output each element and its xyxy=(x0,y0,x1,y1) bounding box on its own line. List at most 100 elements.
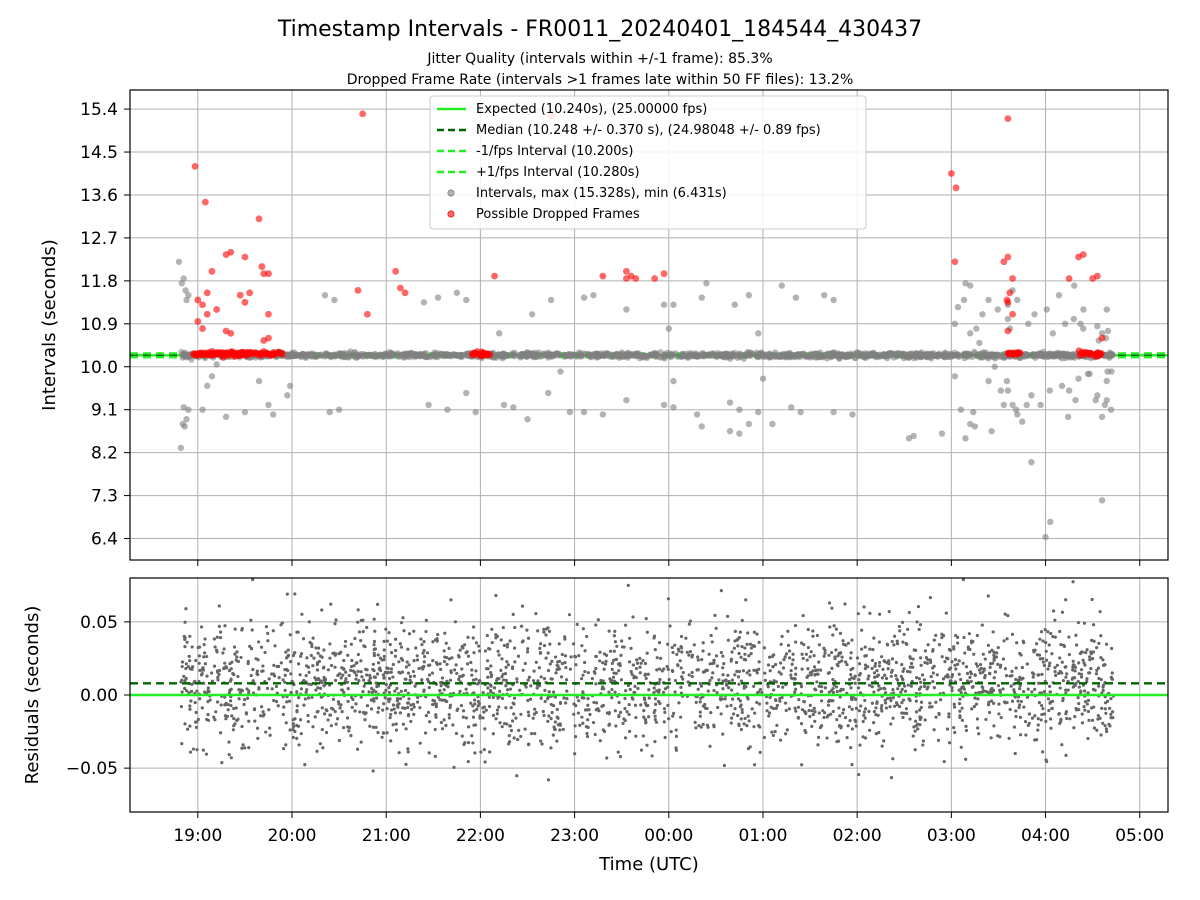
residual-point xyxy=(249,618,253,622)
residual-point xyxy=(996,646,1000,650)
residual-point xyxy=(186,727,190,731)
residual-point xyxy=(736,675,741,679)
residual-point xyxy=(847,705,852,709)
residual-point xyxy=(482,748,486,752)
top-plot-legend: Expected (10.240s), (25.00000 fps) Media… xyxy=(429,95,867,230)
residual-point xyxy=(842,708,846,712)
interval-outlier-point xyxy=(726,427,734,435)
residual-point xyxy=(861,735,865,739)
residual-point xyxy=(412,705,416,709)
residual-point xyxy=(233,652,237,656)
residual-point xyxy=(856,612,860,616)
residual-point xyxy=(1089,650,1093,654)
residual-point xyxy=(409,719,413,724)
residual-point xyxy=(721,673,725,677)
dropped-frame-outlier-point xyxy=(227,329,235,337)
residual-point xyxy=(888,696,892,700)
residual-point xyxy=(392,707,396,711)
residual-point xyxy=(854,697,858,702)
residual-point xyxy=(346,699,350,703)
interval-point xyxy=(988,351,995,359)
residual-point xyxy=(743,716,747,721)
residual-point xyxy=(1092,639,1096,643)
residual-point xyxy=(1003,667,1007,671)
residual-point xyxy=(936,738,941,742)
residual-point xyxy=(896,687,900,691)
residual-point xyxy=(523,661,527,666)
residual-point xyxy=(383,696,387,700)
residual-point xyxy=(745,642,749,646)
residual-point xyxy=(306,665,311,669)
residual-point xyxy=(382,676,386,680)
residual-point xyxy=(968,670,973,674)
residual-point xyxy=(711,671,715,675)
residual-point xyxy=(448,678,453,682)
residual-point xyxy=(1098,716,1102,720)
residual-point xyxy=(847,677,852,682)
residual-point xyxy=(186,665,191,669)
residual-point xyxy=(952,726,956,730)
residual-point xyxy=(470,668,474,672)
residual-point xyxy=(845,736,849,740)
residual-point xyxy=(434,715,438,719)
residual-point xyxy=(762,735,766,740)
residual-point xyxy=(1018,686,1022,691)
residual-point xyxy=(964,665,969,669)
residual-point xyxy=(709,633,713,638)
residual-point xyxy=(1027,712,1032,716)
interval-outlier-point xyxy=(997,387,1005,394)
residual-point xyxy=(1001,657,1005,661)
residual-point xyxy=(372,643,376,647)
residual-point xyxy=(814,668,818,673)
residual-point xyxy=(314,678,318,682)
residual-point xyxy=(358,710,362,714)
residual-point xyxy=(1074,707,1078,711)
residual-point xyxy=(546,668,551,673)
residual-point xyxy=(529,684,533,688)
dropped-frame-point xyxy=(1097,351,1104,359)
residual-point xyxy=(521,639,525,643)
interval-outlier-point xyxy=(1046,387,1053,394)
residual-point xyxy=(210,679,215,683)
residual-point xyxy=(345,716,350,720)
residual-point xyxy=(431,702,435,707)
residual-point xyxy=(217,672,221,677)
residual-point xyxy=(917,677,922,681)
residual-point xyxy=(657,641,662,645)
residual-point xyxy=(230,660,234,664)
residual-point xyxy=(205,654,209,659)
legend-box xyxy=(429,95,867,230)
residual-point xyxy=(586,718,590,722)
residual-point xyxy=(307,670,311,674)
residual-point xyxy=(808,703,812,707)
residual-point xyxy=(902,684,907,688)
residual-point xyxy=(495,712,499,716)
residual-point xyxy=(918,623,923,627)
residual-point xyxy=(1060,743,1064,747)
residual-point xyxy=(347,673,351,678)
residual-point xyxy=(900,620,905,624)
residual-point xyxy=(772,653,776,657)
residual-point xyxy=(941,677,946,681)
residual-point xyxy=(306,696,311,700)
residual-point xyxy=(913,729,917,733)
interval-point xyxy=(567,353,575,360)
residual-point xyxy=(831,709,835,714)
residual-point xyxy=(229,703,233,708)
residual-point xyxy=(184,662,188,666)
residual-point xyxy=(235,655,239,659)
residual-point xyxy=(850,763,854,767)
residual-point xyxy=(802,642,806,647)
top-plot-frame xyxy=(129,89,1169,561)
residual-point xyxy=(863,654,867,658)
bottom-y-tick-label: −0.05 xyxy=(66,759,118,779)
residual-point xyxy=(571,642,576,646)
residual-point xyxy=(962,635,966,640)
interval-outlier-point xyxy=(1101,401,1109,409)
residual-point xyxy=(800,652,804,656)
residual-point xyxy=(539,642,543,646)
residual-point xyxy=(639,703,643,707)
residual-point xyxy=(825,736,829,740)
residual-point xyxy=(270,672,274,676)
residual-point xyxy=(893,704,897,708)
